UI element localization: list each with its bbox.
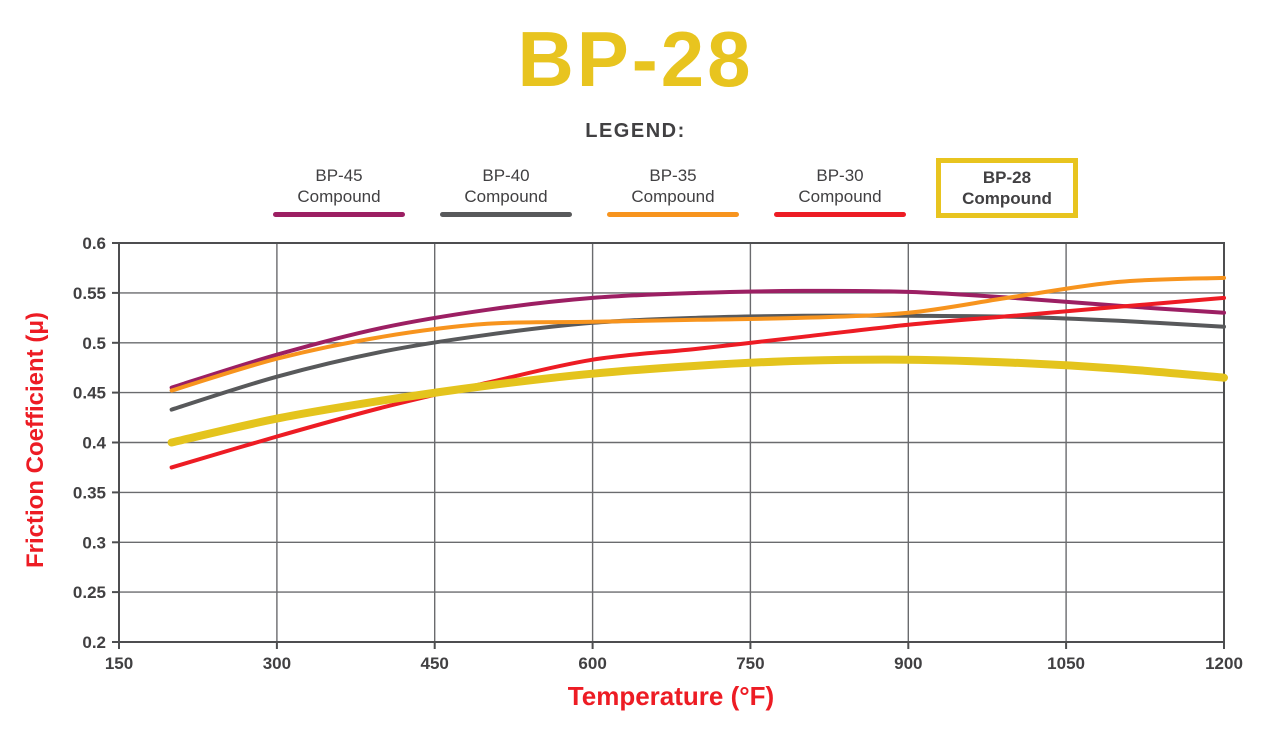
legend-item-bp40: BP-40 Compound: [435, 165, 577, 217]
series-line-bp-30-compound: [169, 295, 1226, 470]
legend-item-label-line1: BP-28: [982, 168, 1032, 187]
legend-item-label-line2: Compound: [962, 189, 1052, 208]
legend-item-bp45: BP-45 Compound: [268, 165, 410, 217]
series-line-bp-45-compound: [169, 288, 1226, 390]
legend-color-bar-bp40: [440, 212, 572, 217]
legend-item-label-line1: BP-40: [482, 166, 530, 185]
legend-item-label-line1: BP-30: [816, 166, 864, 185]
legend-item-label-line1: BP-45: [315, 166, 363, 185]
legend-color-bar-bp45: [273, 212, 405, 217]
x-tick-label: 600: [578, 654, 606, 673]
plot-border: [118, 242, 1225, 643]
legend-item-bp30: BP-30 Compound: [769, 165, 911, 217]
y-tick-label: 0.4: [82, 434, 106, 453]
y-tick-label: 0.5: [82, 334, 106, 353]
y-tick-label: 0.6: [82, 234, 106, 253]
x-tick-label: 450: [421, 654, 449, 673]
legend-item-bp28-highlighted: BP-28 Compound: [936, 158, 1078, 218]
x-tick-label: 150: [105, 654, 133, 673]
legend-item-label-line2: Compound: [297, 187, 381, 206]
x-tick-label: 300: [263, 654, 291, 673]
legend-row: BP-45 Compound BP-40 Compound BP-35 Comp…: [268, 158, 1078, 218]
series-line-bp-28-compound: [167, 355, 1228, 447]
legend-item-label-line1: BP-35: [649, 166, 697, 185]
y-tick-label: 0.35: [73, 483, 106, 502]
legend-item-bp35: BP-35 Compound: [602, 165, 744, 217]
page-title: BP-28: [517, 15, 754, 103]
y-tick-label: 0.2: [82, 633, 106, 652]
x-tick-label: 900: [894, 654, 922, 673]
x-tick-label: 750: [736, 654, 764, 673]
legend-item-label-line2: Compound: [798, 187, 882, 206]
legend-item-label-line2: Compound: [464, 187, 548, 206]
legend-color-bar-bp35: [607, 212, 739, 217]
x-tick-label: 1050: [1047, 654, 1085, 673]
x-tick-label: 1200: [1205, 654, 1243, 673]
legend-item-label-line2: Compound: [631, 187, 715, 206]
y-tick-label: 0.55: [73, 284, 106, 303]
y-tick-label: 0.3: [82, 533, 106, 552]
y-tick-label: 0.25: [73, 583, 106, 602]
legend-heading: LEGEND:: [585, 120, 686, 142]
legend-color-bar-bp30: [774, 212, 906, 217]
y-tick-label: 0.45: [73, 384, 106, 403]
series-line-bp-35-compound: [169, 275, 1226, 393]
x-axis-title: Temperature (°F): [567, 681, 775, 711]
